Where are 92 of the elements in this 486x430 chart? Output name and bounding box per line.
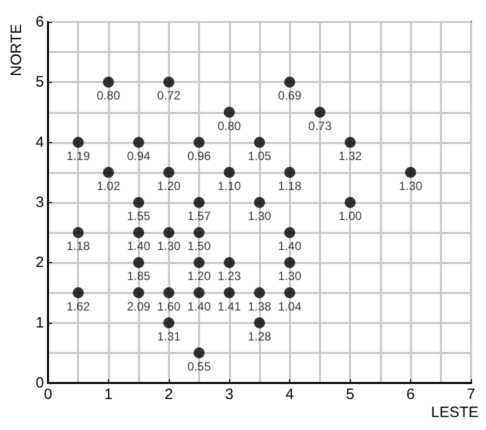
annotation: 1.50 xyxy=(187,239,212,254)
point xyxy=(163,227,174,238)
point xyxy=(254,317,265,328)
annotation: 1.40 xyxy=(278,239,302,254)
y-tick-label: 3 xyxy=(36,194,44,211)
point xyxy=(224,106,235,118)
annotation: 2.09 xyxy=(126,299,151,314)
point xyxy=(344,136,356,148)
x-tick-label: 3 xyxy=(225,386,234,403)
point xyxy=(72,227,84,238)
x-tick-label: 1 xyxy=(104,386,113,403)
point xyxy=(224,257,235,268)
point xyxy=(194,287,205,298)
annotation: 1.40 xyxy=(126,239,151,254)
annotation: 1.30 xyxy=(398,178,423,193)
annotation: 1.57 xyxy=(187,209,212,223)
x-tick-label: 6 xyxy=(406,386,415,403)
point xyxy=(72,287,84,298)
annotation: 1.05 xyxy=(248,148,272,163)
point xyxy=(254,136,265,148)
annotation: 1.18 xyxy=(278,178,302,193)
point xyxy=(133,136,144,148)
point xyxy=(314,106,326,118)
annotation: 1.20 xyxy=(187,269,212,284)
x-tick-label: 2 xyxy=(164,386,174,403)
point xyxy=(284,76,296,88)
point xyxy=(194,197,205,208)
annotation: 1.55 xyxy=(126,209,151,223)
annotation: 0.94 xyxy=(126,148,151,163)
point xyxy=(284,257,296,268)
point xyxy=(163,76,174,88)
annotation: 1.28 xyxy=(248,329,272,344)
point xyxy=(133,257,144,268)
annotation: 1.30 xyxy=(157,239,181,254)
x-axis-title: LESTE xyxy=(431,404,479,421)
annotation: 0.55 xyxy=(187,359,212,374)
point xyxy=(224,287,235,298)
point xyxy=(133,227,144,238)
point xyxy=(194,227,205,238)
y-tick-label: 6 xyxy=(36,14,44,30)
y-axis-title: NORTE xyxy=(8,24,25,76)
x-tick-label: 4 xyxy=(286,386,294,403)
annotation: 1.62 xyxy=(66,299,90,314)
annotation: 1.40 xyxy=(187,299,212,314)
point xyxy=(163,317,174,328)
point xyxy=(163,287,174,298)
annotation: 1.20 xyxy=(157,178,181,193)
annotation: 0.80 xyxy=(218,118,242,133)
point xyxy=(284,227,296,238)
point xyxy=(254,197,265,208)
point xyxy=(284,166,296,178)
point xyxy=(224,166,235,178)
point xyxy=(405,166,416,178)
annotation: 1.30 xyxy=(248,209,272,223)
point xyxy=(133,287,144,298)
annotation: 1.32 xyxy=(338,148,362,163)
annotation: 1.04 xyxy=(278,299,302,314)
annotation: 1.30 xyxy=(278,269,302,284)
x-tick-label: 7 xyxy=(466,386,476,403)
annotation: 1.02 xyxy=(96,178,120,193)
y-tick-label: 0 xyxy=(36,374,44,392)
annotation: 1.19 xyxy=(66,148,90,163)
annotation: 0.80 xyxy=(96,88,120,103)
annotation: 1.23 xyxy=(218,269,242,284)
annotation: 0.69 xyxy=(278,88,302,103)
point xyxy=(72,136,84,148)
annotation: 1.00 xyxy=(338,209,362,223)
annotation: 1.18 xyxy=(66,239,90,254)
annotation: 1.38 xyxy=(248,299,272,314)
y-tick-label: 5 xyxy=(36,74,44,91)
y-tick-label: 2 xyxy=(36,254,44,272)
point xyxy=(163,166,174,178)
annotation: 0.72 xyxy=(157,88,181,103)
x-tick-label: 5 xyxy=(346,386,354,403)
annotation: 1.31 xyxy=(157,329,181,344)
point xyxy=(133,197,144,208)
point xyxy=(194,136,205,148)
point xyxy=(102,166,114,178)
point xyxy=(254,287,265,298)
point xyxy=(194,257,205,268)
y-tick-label: 4 xyxy=(36,134,44,151)
annotation: 1.85 xyxy=(126,269,151,284)
annotation: 0.73 xyxy=(308,118,332,133)
y-tick-label: 1 xyxy=(36,314,44,332)
point xyxy=(102,76,114,88)
annotation: 1.41 xyxy=(218,299,242,314)
point xyxy=(284,287,296,298)
annotation: 1.10 xyxy=(218,178,242,193)
point xyxy=(194,347,205,358)
annotation: 0.96 xyxy=(187,148,212,163)
annotation: 1.60 xyxy=(157,299,181,314)
point xyxy=(344,197,356,208)
